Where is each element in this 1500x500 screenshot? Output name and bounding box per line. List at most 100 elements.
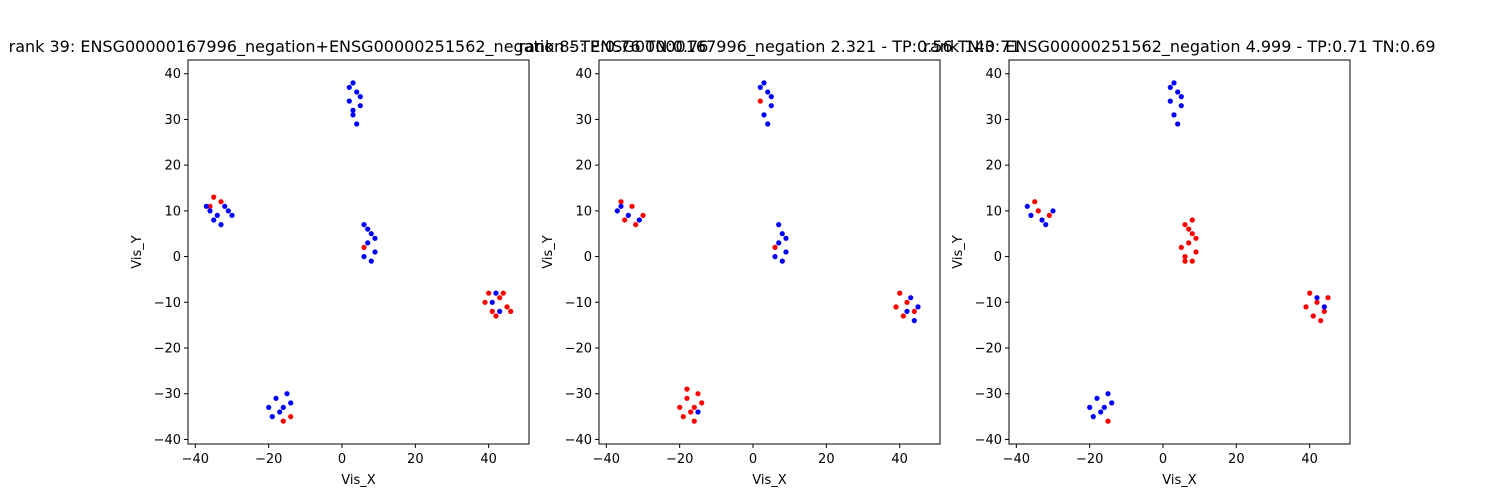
axes-frame — [598, 59, 941, 445]
y-tick-label: 20 — [985, 159, 1002, 174]
chart-panel-1: rank 39: ENSG00000167996_negation+ENSG00… — [9, 37, 709, 488]
scatter-point-blue — [1050, 208, 1056, 214]
scatter-point-red — [1321, 308, 1327, 314]
scatter-point-blue — [1101, 404, 1107, 410]
scatter-point-blue — [211, 217, 217, 223]
x-tick-label: −40 — [593, 452, 620, 467]
scatter-point-red — [497, 295, 503, 301]
x-tick-label: −20 — [666, 452, 693, 467]
scatter-point-red — [772, 244, 778, 250]
y-tick-label: 10 — [575, 204, 592, 219]
scatter-point-red — [211, 194, 217, 200]
y-tick-label: −20 — [154, 342, 181, 357]
y-tick-label: −40 — [975, 433, 1002, 448]
scatter-point-red — [688, 409, 694, 415]
scatter-point-red — [504, 304, 510, 310]
scatter-point-blue — [350, 112, 356, 118]
scatter-point-blue — [365, 226, 371, 232]
scatter-point-red — [677, 404, 683, 410]
scatter-point-blue — [489, 299, 495, 305]
scatter-point-blue — [776, 240, 782, 246]
x-axis-label: Vis_X — [1162, 473, 1196, 488]
scatter-point-blue — [908, 295, 914, 301]
y-tick-label: 40 — [164, 67, 181, 82]
scatter-point-red — [893, 304, 899, 310]
scatter-point-blue — [1090, 414, 1096, 420]
x-tick-label: 40 — [480, 452, 497, 467]
scatter-point-red — [680, 414, 686, 420]
scatter-point-blue — [346, 84, 352, 90]
scatter-point-blue — [783, 249, 789, 255]
scatter-point-blue — [284, 391, 290, 397]
scatter-point-red — [489, 308, 495, 314]
scatter-point-red — [1307, 290, 1313, 296]
scatter-point-blue — [776, 222, 782, 228]
scatter-point-red — [699, 400, 705, 406]
scatter-point-red — [684, 386, 690, 392]
scatter-point-red — [1186, 226, 1192, 232]
scatter-point-blue — [361, 222, 367, 228]
scatter-point-blue — [1024, 203, 1030, 209]
scatter-point-blue — [768, 103, 774, 109]
y-tick-label: 40 — [985, 67, 1002, 82]
scatter-point-blue — [915, 304, 921, 310]
scatter-point-red — [1314, 299, 1320, 305]
y-tick-label: −30 — [154, 387, 181, 402]
axes-frame — [187, 59, 530, 445]
scatter-point-blue — [761, 112, 767, 118]
scatter-point-blue — [1175, 89, 1181, 95]
x-tick-label: −40 — [182, 452, 209, 467]
y-tick-label: 30 — [575, 113, 592, 128]
x-tick-label: 0 — [1159, 452, 1167, 467]
scatter-point-blue — [365, 240, 371, 246]
scatter-point-red — [361, 244, 367, 250]
x-tick-label: −20 — [1076, 452, 1103, 467]
scatter-point-blue — [218, 222, 224, 228]
scatter-point-red — [640, 212, 646, 218]
y-tick-label: 0 — [173, 250, 181, 265]
x-tick-label: 40 — [891, 452, 908, 467]
y-tick-label: −10 — [154, 296, 181, 311]
x-axis-label: Vis_X — [341, 473, 375, 488]
scatter-point-blue — [266, 404, 272, 410]
y-tick-label: −30 — [975, 387, 1002, 402]
scatter-point-red — [618, 199, 624, 205]
scatter-point-blue — [1087, 404, 1093, 410]
scatter-point-red — [1193, 235, 1199, 241]
scatter-point-red — [482, 299, 488, 305]
x-tick-label: 0 — [749, 452, 757, 467]
scatter-point-blue — [779, 231, 785, 237]
scatter-point-blue — [1321, 304, 1327, 310]
x-tick-label: 20 — [407, 452, 424, 467]
scatter-point-red — [1325, 295, 1331, 301]
y-tick-label: 30 — [164, 113, 181, 128]
scatter-point-red — [1182, 222, 1188, 228]
scatter-point-blue — [1105, 391, 1111, 397]
scatter-point-red — [500, 290, 506, 296]
y-axis-label: Vis_Y — [951, 235, 966, 268]
y-tick-label: 20 — [575, 159, 592, 174]
scatter-point-red — [622, 217, 628, 223]
y-tick-label: −20 — [975, 342, 1002, 357]
y-tick-label: 10 — [164, 204, 181, 219]
scatter-point-blue — [1178, 103, 1184, 109]
scatter-point-blue — [350, 107, 356, 113]
scatter-point-red — [493, 313, 499, 319]
scatter-point-blue — [280, 404, 286, 410]
scatter-point-blue — [1167, 84, 1173, 90]
scatter-point-blue — [354, 89, 360, 95]
scatter-point-red — [1046, 212, 1052, 218]
y-tick-label: −30 — [565, 387, 592, 402]
y-tick-label: 0 — [994, 250, 1002, 265]
scatter-point-blue — [1043, 222, 1049, 228]
scatter-point-blue — [1178, 94, 1184, 100]
scatter-point-blue — [493, 290, 499, 296]
scatter-point-blue — [757, 84, 763, 90]
scatter-point-blue — [636, 217, 642, 223]
scatter-point-red — [695, 391, 701, 397]
scatter-point-red — [1186, 240, 1192, 246]
scatter-point-blue — [214, 212, 220, 218]
y-axis-label: Vis_Y — [130, 235, 145, 268]
y-axis-label: Vis_Y — [541, 235, 556, 268]
scatter-point-red — [1189, 217, 1195, 223]
